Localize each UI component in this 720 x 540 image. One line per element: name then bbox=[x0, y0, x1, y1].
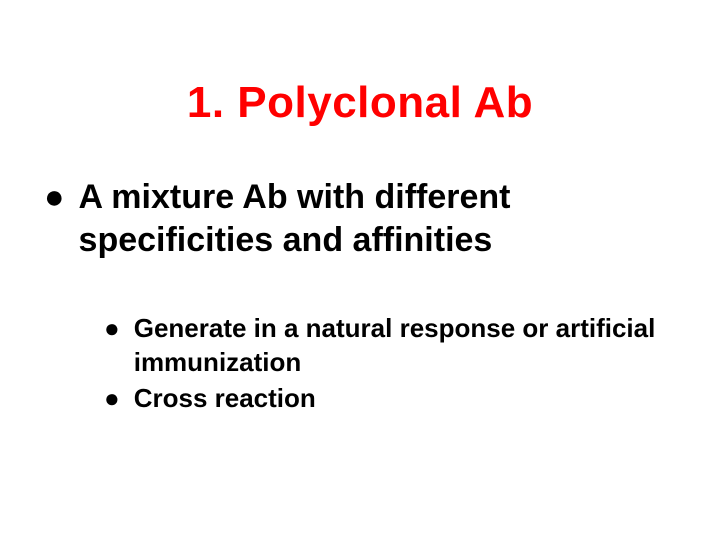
bullet-text: A mixture Ab with different specificitie… bbox=[79, 176, 660, 261]
slide-title: 1. Polyclonal Ab bbox=[0, 78, 720, 128]
bullet-text: Generate in a natural response or artifi… bbox=[134, 312, 660, 380]
bullet-icon: ● bbox=[104, 312, 120, 346]
bullet-level2: ● Cross reaction bbox=[104, 382, 660, 416]
bullet-icon: ● bbox=[104, 382, 120, 416]
bullet-level1: ● A mixture Ab with different specificit… bbox=[44, 176, 660, 261]
bullet-level2-group: ● Generate in a natural response or arti… bbox=[104, 312, 660, 417]
bullet-level2: ● Generate in a natural response or arti… bbox=[104, 312, 660, 380]
bullet-text: Cross reaction bbox=[134, 382, 316, 416]
bullet-icon: ● bbox=[44, 176, 65, 219]
slide: 1. Polyclonal Ab ● A mixture Ab with dif… bbox=[0, 0, 720, 540]
